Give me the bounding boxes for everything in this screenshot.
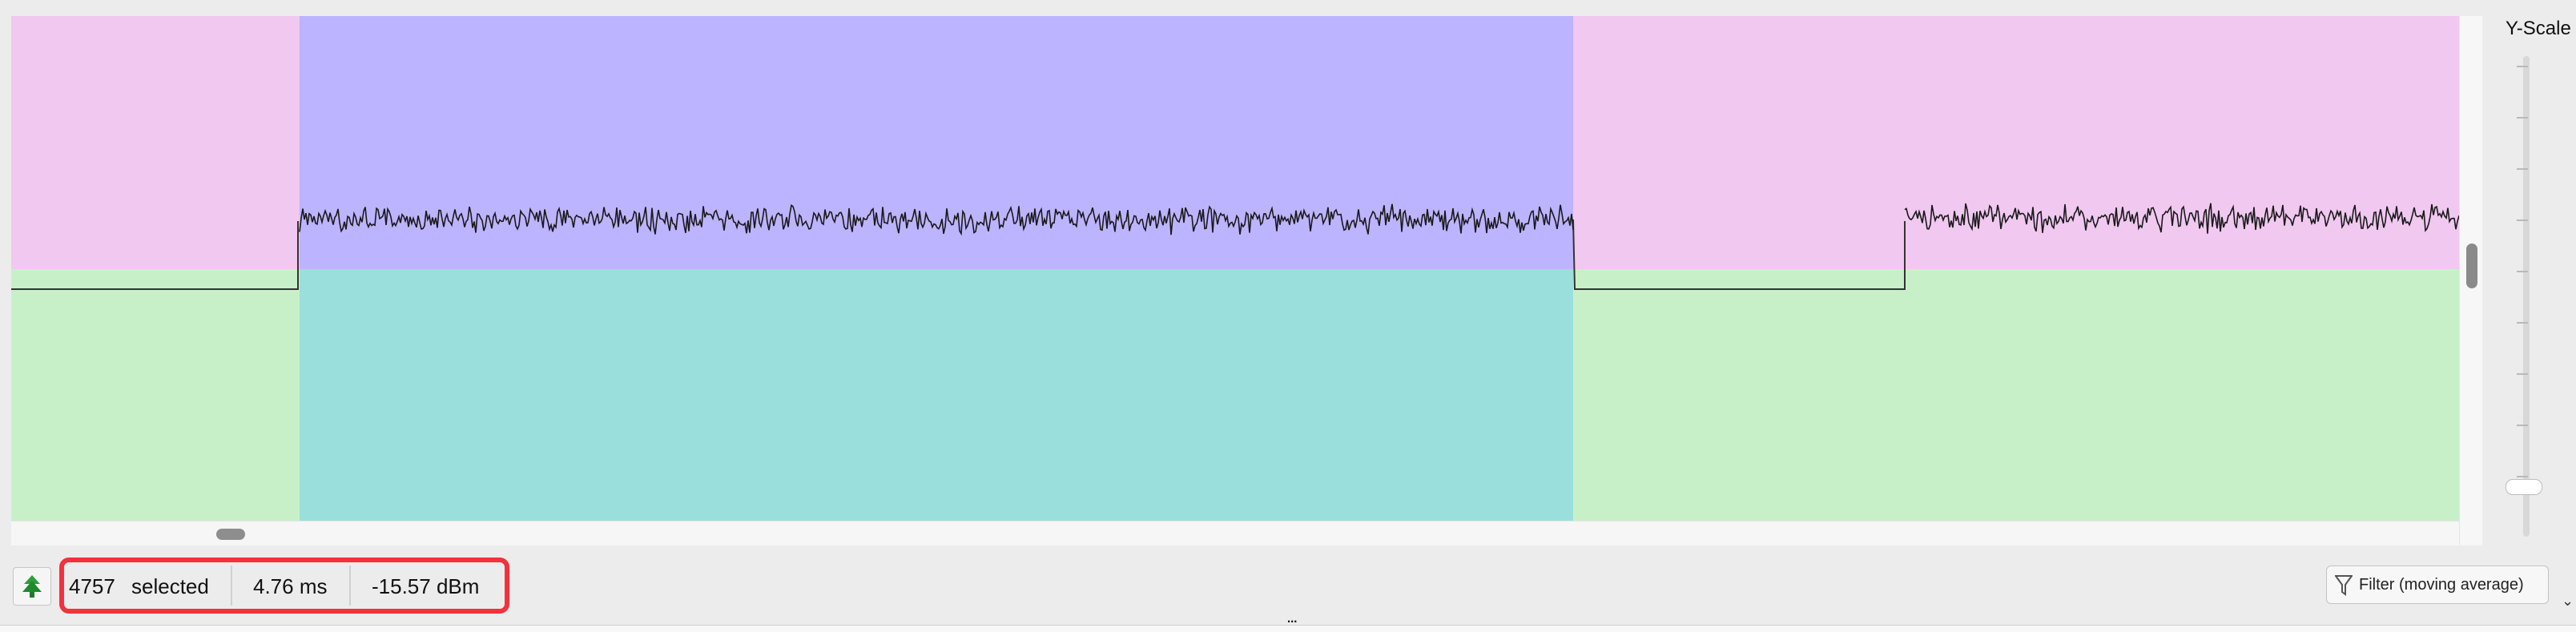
vertical-scrollbar[interactable]	[2459, 16, 2482, 545]
tree-icon	[22, 575, 42, 598]
status-divider	[349, 566, 351, 606]
waveform-canvas[interactable]	[11, 16, 2459, 522]
average-power: -15.57 dBm	[372, 574, 480, 598]
region-bottom-right	[1573, 269, 2459, 522]
region-top-mid	[300, 16, 1573, 269]
trace-baseline	[11, 219, 1906, 290]
window-bottom-edge	[0, 625, 2576, 632]
horizontal-scroll-thumb[interactable]	[216, 529, 245, 540]
selected-label: selected	[131, 574, 209, 598]
region-bottom-mid	[300, 269, 1573, 522]
selection-status-highlight	[59, 558, 509, 614]
y-scale-tick	[2517, 219, 2528, 221]
y-scale-tick	[2517, 271, 2528, 272]
y-scale-knob[interactable]	[2506, 479, 2542, 495]
chevron-down-icon[interactable]: ⌄	[2562, 593, 2574, 609]
waveform-plot[interactable]	[11, 16, 2481, 545]
filter-label: Filter (moving average)	[2359, 576, 2524, 594]
y-scale-label: Y-Scale	[2506, 18, 2571, 39]
filter-moving-average-button[interactable]: Filter (moving average)	[2326, 566, 2549, 604]
region-bottom-left	[11, 269, 300, 522]
trace-noisy-segment-1	[299, 203, 1574, 236]
funnel-icon	[2335, 575, 2353, 596]
tree-button[interactable]	[13, 567, 51, 606]
trace-noisy-segment-2	[1904, 203, 2459, 234]
y-scale-tick	[2517, 117, 2528, 119]
selected-count: 4757	[69, 574, 115, 598]
region-top-left	[11, 16, 300, 269]
region-top-right	[1573, 16, 2459, 269]
y-scale-tick	[2517, 66, 2528, 67]
y-scale-tick	[2517, 322, 2528, 324]
y-scale-tick	[2517, 168, 2528, 170]
status-divider	[231, 566, 232, 606]
vertical-scroll-thumb[interactable]	[2466, 244, 2477, 288]
y-scale-tick	[2517, 373, 2528, 375]
y-scale-slider[interactable]	[2523, 56, 2530, 537]
horizontal-scrollbar[interactable]	[11, 521, 2481, 545]
selected-duration: 4.76 ms	[253, 574, 328, 598]
y-scale-tick	[2517, 425, 2528, 426]
y-scale-tick	[2517, 476, 2528, 477]
status-bar	[0, 551, 2576, 631]
splitter-handle[interactable]: ...	[1286, 606, 1298, 626]
